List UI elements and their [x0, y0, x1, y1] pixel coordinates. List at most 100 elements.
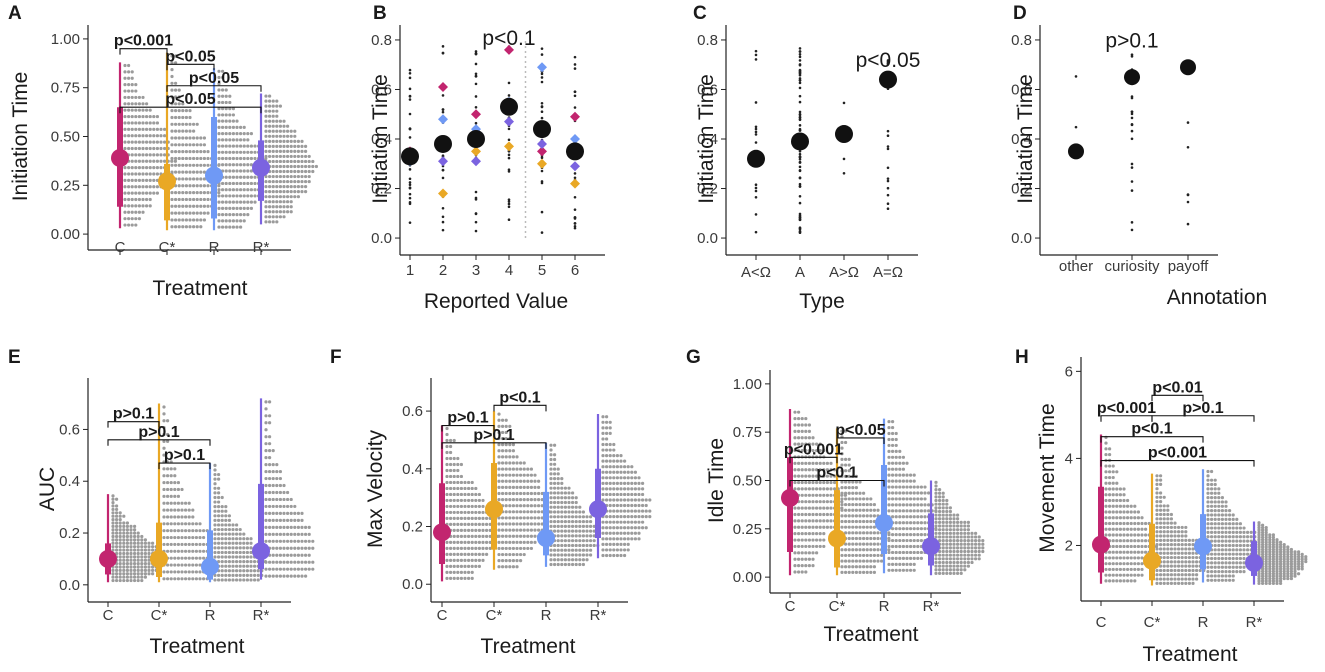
dot — [228, 213, 232, 217]
dot — [974, 542, 978, 546]
dot — [515, 485, 519, 489]
dot — [1275, 555, 1279, 559]
dot — [275, 574, 279, 578]
dot — [253, 560, 257, 564]
dot — [224, 125, 228, 129]
dot — [445, 480, 449, 485]
dot — [188, 225, 192, 229]
dot — [956, 557, 960, 561]
dot — [945, 564, 949, 568]
dot — [133, 541, 137, 545]
dot — [1297, 567, 1301, 571]
dot — [202, 211, 206, 215]
dot — [941, 557, 945, 561]
dot — [170, 150, 174, 154]
dot — [459, 576, 463, 580]
dot — [1289, 557, 1293, 561]
dot — [224, 527, 228, 532]
dot — [191, 535, 195, 540]
dot — [296, 190, 300, 194]
raw-point — [798, 176, 802, 180]
dot — [549, 553, 553, 557]
dot — [1220, 509, 1224, 513]
dot — [615, 465, 620, 469]
dot — [829, 500, 833, 504]
dot — [948, 564, 953, 568]
dot — [578, 505, 582, 509]
mean-point-C — [1092, 535, 1110, 554]
dot — [145, 153, 149, 157]
dot — [253, 573, 257, 577]
dot — [242, 156, 246, 161]
dot — [452, 576, 456, 580]
dot — [166, 501, 170, 505]
dot — [152, 153, 156, 157]
dot — [467, 516, 471, 521]
dot — [898, 449, 902, 453]
dot — [612, 515, 616, 519]
dot — [1217, 543, 1221, 548]
dot — [571, 534, 575, 538]
x-tick-label: curiosity — [1104, 258, 1160, 275]
panel-C: C0.00.20.40.60.8A<Ω A A>Ω A=ΩTypeInitiation… — [693, 3, 920, 313]
dot — [456, 570, 460, 574]
dot — [271, 99, 275, 103]
dot — [286, 567, 290, 571]
dot — [271, 210, 275, 214]
dot — [181, 143, 185, 147]
x-tick-label: R — [541, 607, 552, 624]
dot — [445, 462, 449, 467]
dot — [282, 134, 286, 138]
dot — [268, 435, 272, 439]
dot — [822, 532, 826, 536]
dot — [811, 480, 815, 485]
raw-point — [1130, 166, 1134, 169]
dot — [807, 442, 812, 446]
dot — [152, 172, 156, 176]
dot — [194, 577, 198, 581]
dot — [264, 421, 268, 425]
dot — [898, 503, 902, 507]
dot — [934, 531, 938, 535]
dot — [626, 487, 630, 491]
dot — [1122, 493, 1126, 497]
x-tick-label: 5 — [538, 262, 546, 279]
dot — [854, 553, 859, 558]
dot — [181, 211, 185, 215]
dot — [1279, 550, 1283, 554]
dot — [148, 153, 152, 157]
dot — [862, 525, 866, 529]
dot — [1162, 551, 1166, 555]
dot — [563, 491, 568, 495]
dot — [463, 492, 467, 497]
dot — [115, 531, 119, 535]
dot — [470, 492, 474, 497]
dot — [1169, 530, 1173, 534]
dot — [876, 559, 880, 563]
dot — [213, 495, 217, 500]
dot — [213, 509, 217, 513]
raw-point — [842, 101, 846, 105]
dot — [202, 191, 206, 195]
dot — [166, 494, 170, 498]
dot — [1279, 572, 1283, 576]
raw-point — [507, 81, 511, 85]
dot — [181, 170, 185, 174]
dot — [919, 538, 924, 543]
dot — [1140, 567, 1144, 572]
dot — [1118, 544, 1122, 549]
dot — [1210, 565, 1214, 569]
dot — [945, 568, 949, 572]
dot — [508, 479, 512, 483]
dot — [1104, 493, 1108, 497]
dot — [123, 210, 127, 214]
dot — [912, 521, 916, 525]
dot — [1220, 530, 1224, 535]
dot — [231, 107, 235, 111]
dot — [615, 476, 620, 480]
dot — [125, 534, 129, 539]
dot — [966, 549, 971, 554]
dot — [851, 491, 855, 495]
dot — [1159, 482, 1163, 487]
dot — [637, 531, 641, 535]
